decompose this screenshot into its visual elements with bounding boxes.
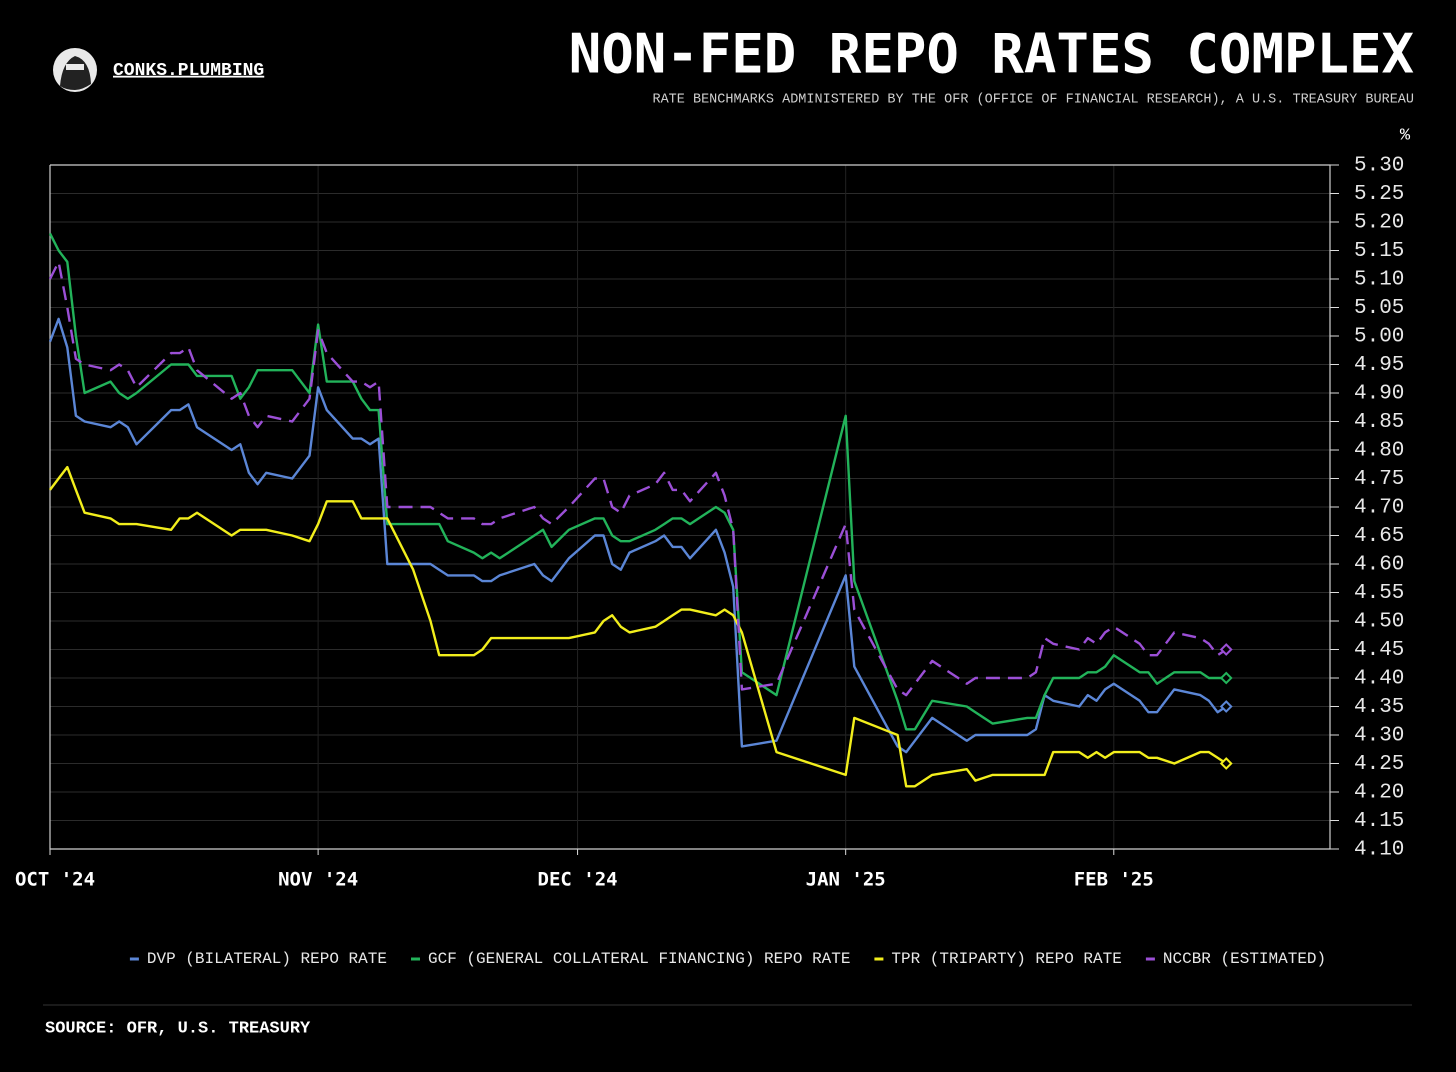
x-tick-label: JAN '25 — [806, 869, 886, 891]
y-tick-label: 5.10 — [1354, 269, 1404, 292]
end-marker — [1219, 643, 1233, 656]
y-tick-label: 5.05 — [1354, 297, 1404, 320]
x-tick-label: FEB '25 — [1074, 869, 1154, 891]
y-tick-label: 4.25 — [1354, 753, 1404, 776]
end-marker — [1219, 757, 1233, 770]
series-line — [49, 465, 1227, 788]
source: SOURCE: OFR, U.S. TREASURY — [45, 1019, 311, 1038]
y-tick-label: 4.65 — [1354, 525, 1404, 548]
y-tick-label: 5.00 — [1354, 326, 1404, 349]
x-tick-label: NOV '24 — [278, 869, 358, 891]
y-tick-label: 5.15 — [1354, 240, 1404, 263]
y-tick-label: 4.30 — [1354, 725, 1404, 748]
legend-item: DVP (BILATERAL) REPO RATE — [129, 950, 387, 968]
y-tick-label: 4.15 — [1354, 810, 1404, 833]
y-tick-label: 5.20 — [1354, 212, 1404, 235]
y-tick-label: 4.20 — [1354, 782, 1404, 805]
y-tick-label: 5.30 — [1354, 155, 1404, 178]
end-marker — [1219, 671, 1233, 685]
y-tick-label: 4.35 — [1354, 696, 1404, 719]
subtitle: RATE BENCHMARKS ADMINISTERED BY THE OFR … — [652, 93, 1414, 108]
y-tick-label: 5.25 — [1354, 183, 1404, 206]
y-tick-label: 4.50 — [1354, 611, 1404, 634]
legend-label: NCCBR (ESTIMATED) — [1163, 950, 1326, 968]
legend-item: TPR (TRIPARTY) REPO RATE — [874, 950, 1122, 968]
y-tick-label: 4.95 — [1354, 354, 1404, 377]
series-line — [48, 260, 1227, 697]
logo — [53, 48, 97, 92]
y-tick-label: 4.45 — [1354, 639, 1404, 662]
x-tick-label: DEC '24 — [538, 869, 618, 891]
end-marker — [1219, 700, 1233, 713]
axis-frame — [49, 164, 1331, 850]
y-tick-label: 4.90 — [1354, 383, 1404, 406]
y-tick-label: 4.70 — [1354, 497, 1404, 520]
y-unit: % — [1400, 126, 1411, 145]
legend-item: NCCBR (ESTIMATED) — [1145, 950, 1326, 968]
y-tick-label: 4.55 — [1354, 582, 1404, 605]
y-tick-label: 4.85 — [1354, 411, 1404, 434]
legend-label: DVP (BILATERAL) REPO RATE — [147, 950, 387, 968]
y-tick-label: 4.10 — [1354, 839, 1404, 862]
series-line — [48, 232, 1227, 731]
y-tick-label: 4.40 — [1354, 668, 1404, 691]
x-tick-label: OCT '24 — [15, 869, 95, 891]
legend-item: GCF (GENERAL COLLATERAL FINANCING) REPO … — [411, 950, 850, 968]
chart-title: NON-FED REPO RATES COMPLEX — [569, 23, 1414, 86]
series-line — [48, 317, 1227, 754]
y-tick-label: 4.60 — [1354, 554, 1404, 577]
legend-label: TPR (TRIPARTY) REPO RATE — [891, 950, 1121, 968]
legend: DVP (BILATERAL) REPO RATE GCF (GENERAL CO… — [129, 950, 1326, 968]
brand: CONKS.PLUMBING — [113, 61, 264, 81]
y-tick-label: 4.75 — [1354, 468, 1404, 491]
y-tick-label: 4.80 — [1354, 440, 1404, 463]
legend-label: GCF (GENERAL COLLATERAL FINANCING) REPO … — [428, 950, 850, 968]
